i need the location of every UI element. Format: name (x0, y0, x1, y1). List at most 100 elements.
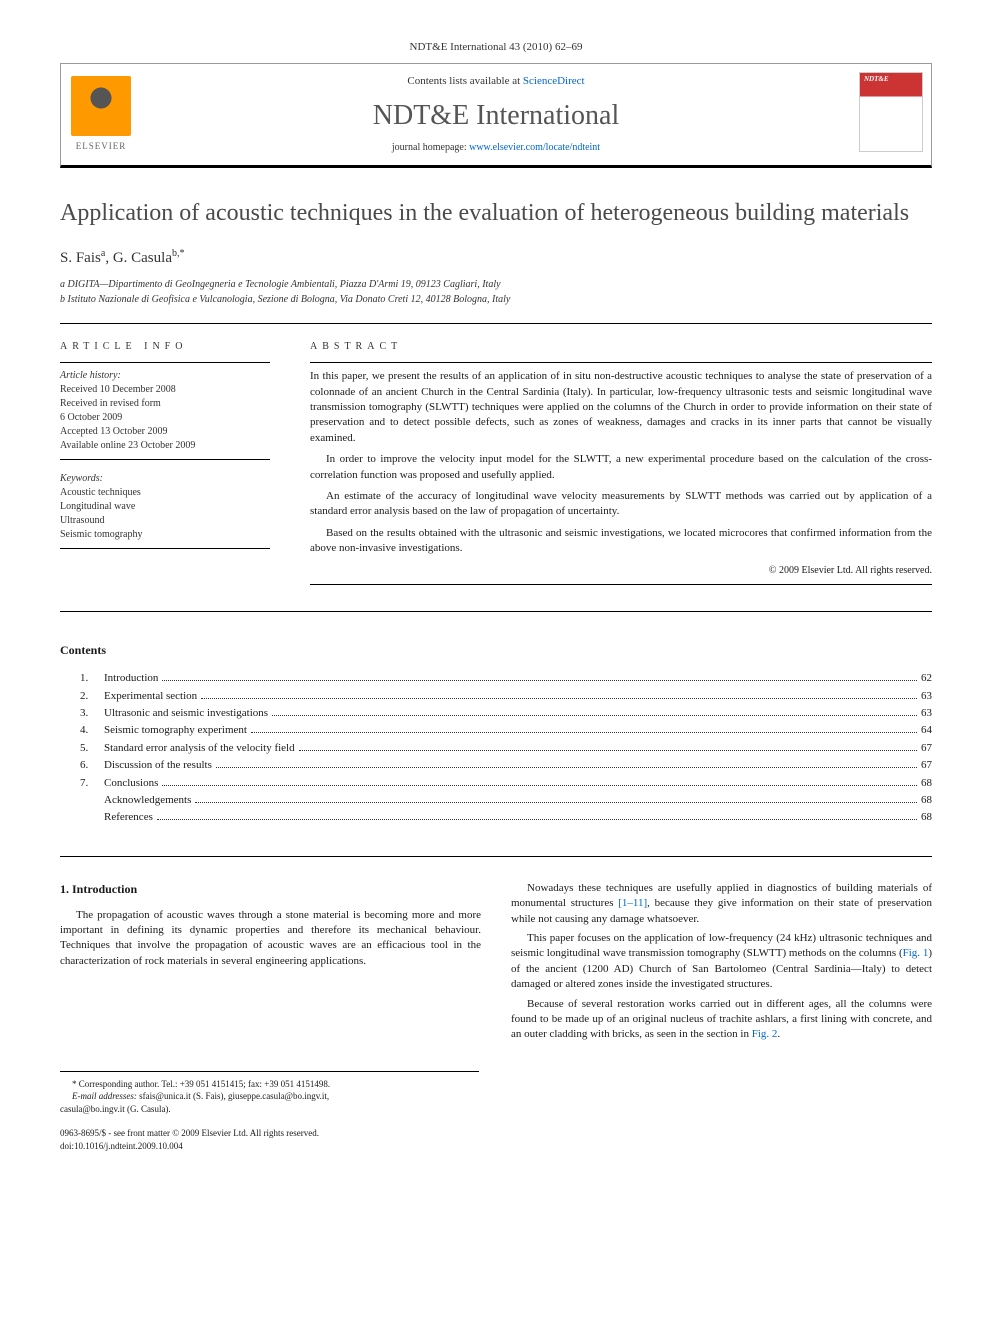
toc-page: 68 (921, 810, 932, 825)
sciencedirect-link[interactable]: ScienceDirect (523, 75, 585, 87)
emails-line: E-mail addresses: sfais@unica.it (S. Fai… (60, 1090, 479, 1103)
elsevier-tree-icon (71, 76, 131, 136)
abstract-p4: Based on the results obtained with the u… (310, 526, 932, 557)
toc-dots (272, 715, 917, 716)
toc-row[interactable]: 4.Seismic tomography experiment64 (80, 723, 932, 738)
homepage-line: journal homepage: www.elsevier.com/locat… (151, 141, 841, 155)
abstract-p1: In this paper, we present the results of… (310, 369, 932, 446)
toc-page: 63 (921, 689, 932, 704)
toc-row[interactable]: Acknowledgements 68 (80, 793, 932, 808)
toc-title: Acknowledgements (104, 793, 191, 808)
abstract-heading: ABSTRACT (310, 340, 932, 354)
article-title: Application of acoustic techniques in th… (60, 198, 932, 229)
article-info-column: ARTICLE INFO Article history: Received 1… (60, 340, 270, 591)
homepage-prefix: journal homepage: (392, 142, 469, 153)
footnote-block: * Corresponding author. Tel.: +39 051 41… (60, 1071, 479, 1116)
toc-dots (251, 732, 917, 733)
author-2-sup: b,* (172, 248, 185, 259)
online-date: Available online 23 October 2009 (60, 439, 270, 453)
elsevier-logo: ELSEVIER (61, 64, 141, 165)
cover-badge-text: NDT&E (864, 75, 889, 85)
keywords-label: Keywords: (60, 472, 270, 486)
author-1: S. Fais (60, 250, 101, 266)
revised-date: 6 October 2009 (60, 411, 270, 425)
toc-dots (216, 767, 917, 768)
abstract-divider-bottom (310, 584, 932, 585)
fig-2-link[interactable]: Fig. 2 (752, 1028, 778, 1040)
keyword-4: Seismic tomography (60, 528, 270, 542)
authors-line: S. Faisa, G. Casulab,* (60, 247, 932, 269)
toc-num: 2. (80, 689, 104, 704)
revised-label: Received in revised form (60, 397, 270, 411)
toc-page: 63 (921, 706, 932, 721)
toc-num: 3. (80, 706, 104, 721)
toc-row[interactable]: 1.Introduction62 (80, 671, 932, 686)
affiliations: a DIGITA—Dipartimento di GeoIngegneria e… (60, 277, 932, 307)
toc-dots (299, 750, 917, 751)
abstract-p2: In order to improve the velocity input m… (310, 452, 932, 483)
info-divider-1 (60, 362, 270, 363)
toc-page: 67 (921, 741, 932, 756)
toc-row[interactable]: 3.Ultrasonic and seismic investigations6… (80, 706, 932, 721)
toc-section: Contents 1.Introduction622.Experimental … (60, 642, 932, 825)
elsevier-label: ELSEVIER (76, 140, 127, 153)
toc-num: 7. (80, 776, 104, 791)
toc-title: References (104, 810, 153, 825)
toc-title: Discussion of the results (104, 758, 212, 773)
journal-title: NDT&E International (151, 96, 841, 135)
fig-1-link[interactable]: Fig. 1 (903, 947, 929, 959)
toc-row[interactable]: References 68 (80, 810, 932, 825)
toc-dots (201, 698, 917, 699)
cover-thumbnail: NDT&E (859, 72, 923, 152)
email-3: casula@bo.ingv.it (G. Casula). (60, 1103, 479, 1116)
masthead-box: ELSEVIER Contents lists available at Sci… (60, 63, 932, 168)
toc-num: 6. (80, 758, 104, 773)
history-label: Article history: (60, 369, 270, 383)
keyword-3: Ultrasound (60, 514, 270, 528)
toc-row[interactable]: 6.Discussion of the results 67 (80, 758, 932, 773)
contents-label-prefix: Contents lists available at (407, 75, 522, 87)
email-2: giuseppe.casula@bo.ingv.it, (228, 1091, 329, 1101)
journal-running-header: NDT&E International 43 (2010) 62–69 (60, 40, 932, 55)
toc-title: Seismic tomography experiment (104, 723, 247, 738)
masthead-center: Contents lists available at ScienceDirec… (141, 64, 851, 165)
toc-title: Conclusions (104, 776, 158, 791)
abstract-column: ABSTRACT In this paper, we present the r… (310, 340, 932, 591)
ref-1-11-link[interactable]: [1–11] (618, 897, 647, 909)
keyword-2: Longitudinal wave (60, 500, 270, 514)
intro-heading: 1. Introduction (60, 881, 481, 898)
right-p3-b: . (777, 1028, 780, 1040)
affiliation-a: a DIGITA—Dipartimento di GeoIngegneria e… (60, 277, 932, 292)
abstract-divider-top (310, 362, 932, 363)
toc-list: 1.Introduction622.Experimental section63… (60, 671, 932, 826)
toc-page: 67 (921, 758, 932, 773)
author-2: G. Casula (113, 250, 172, 266)
intro-p1: The propagation of acoustic waves throug… (60, 908, 481, 970)
toc-heading: Contents (60, 642, 932, 659)
accepted-date: Accepted 13 October 2009 (60, 425, 270, 439)
right-p1: Nowadays these techniques are usefully a… (511, 881, 932, 927)
body-columns: 1. Introduction The propagation of acous… (60, 881, 932, 1047)
toc-dots (195, 802, 917, 803)
toc-page: 68 (921, 776, 932, 791)
toc-row[interactable]: 5.Standard error analysis of the velocit… (80, 741, 932, 756)
abstract-p3: An estimate of the accuracy of longitudi… (310, 489, 932, 520)
author-1-sup: a (101, 248, 105, 259)
info-abstract-row: ARTICLE INFO Article history: Received 1… (60, 340, 932, 591)
right-p3: Because of several restoration works car… (511, 997, 932, 1043)
emails-label: E-mail addresses: (72, 1091, 137, 1101)
article-info-heading: ARTICLE INFO (60, 340, 270, 354)
toc-dots (162, 680, 917, 681)
right-p3-a: Because of several restoration works car… (511, 998, 932, 1041)
info-divider-2 (60, 459, 270, 460)
toc-page: 62 (921, 671, 932, 686)
toc-num: 4. (80, 723, 104, 738)
toc-title: Introduction (104, 671, 158, 686)
homepage-link[interactable]: www.elsevier.com/locate/ndteint (469, 142, 600, 153)
toc-num: 5. (80, 741, 104, 756)
body-col-left: 1. Introduction The propagation of acous… (60, 881, 481, 1047)
toc-dots (157, 819, 917, 820)
toc-row[interactable]: 7.Conclusions 68 (80, 776, 932, 791)
toc-row[interactable]: 2.Experimental section63 (80, 689, 932, 704)
toc-page: 68 (921, 793, 932, 808)
